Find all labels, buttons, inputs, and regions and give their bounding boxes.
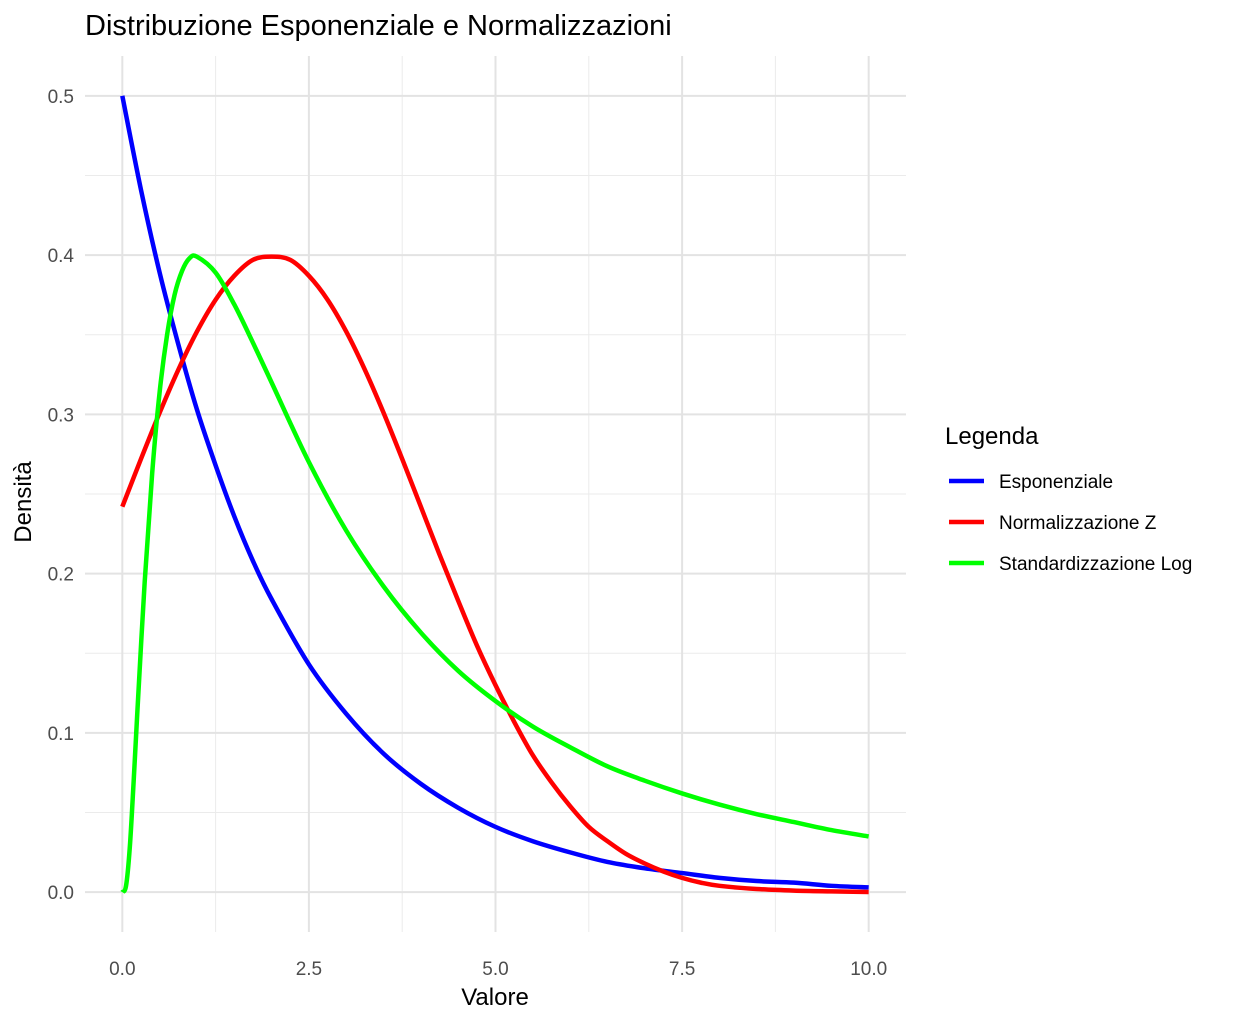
y-axis-title: Densità [10,461,37,543]
legend: Legenda Esponenziale Normalizzazione Z Sta… [945,423,1192,575]
x-tick-label: 0.0 [109,959,135,980]
legend-item-esponenziale: Esponenziale [949,472,1113,493]
series-line-normalizzazione-z [120,254,869,895]
legend-label-standardizzazione-log: Standardizzazione Log [999,554,1192,575]
x-axis-ticks: 0.0 2.5 5.0 7.5 10.0 [109,959,887,980]
y-tick-label: 0.2 [48,565,74,586]
y-tick-label: 0.0 [48,883,74,904]
series-line-esponenziale [120,95,869,890]
x-axis-title: Valore [461,984,529,1011]
y-tick-label: 0.1 [48,724,74,745]
legend-item-standardizzazione-log: Standardizzazione Log [949,554,1192,575]
x-tick-label: 5.0 [482,959,508,980]
series-lines [120,95,870,895]
y-tick-label: 0.5 [48,87,74,108]
legend-item-normalizzazione-z: Normalizzazione Z [949,513,1157,534]
y-tick-label: 0.3 [48,405,74,426]
grid-major [85,56,906,932]
y-tick-label: 0.4 [48,246,75,267]
legend-label-esponenziale: Esponenziale [999,472,1113,493]
x-tick-label: 7.5 [669,959,695,980]
x-tick-label: 10.0 [850,959,887,980]
chart-title: Distribuzione Esponenziale e Normalizzaz… [85,10,672,42]
series-line-standardizzazione-log [120,253,870,895]
x-tick-label: 2.5 [296,959,322,980]
legend-title: Legenda [945,423,1039,450]
y-axis-ticks: 0.0 0.1 0.2 0.3 0.4 0.5 [48,87,75,904]
legend-items: Esponenziale Normalizzazione Z Standardizz… [949,472,1192,575]
legend-label-normalizzazione-z: Normalizzazione Z [999,513,1157,534]
